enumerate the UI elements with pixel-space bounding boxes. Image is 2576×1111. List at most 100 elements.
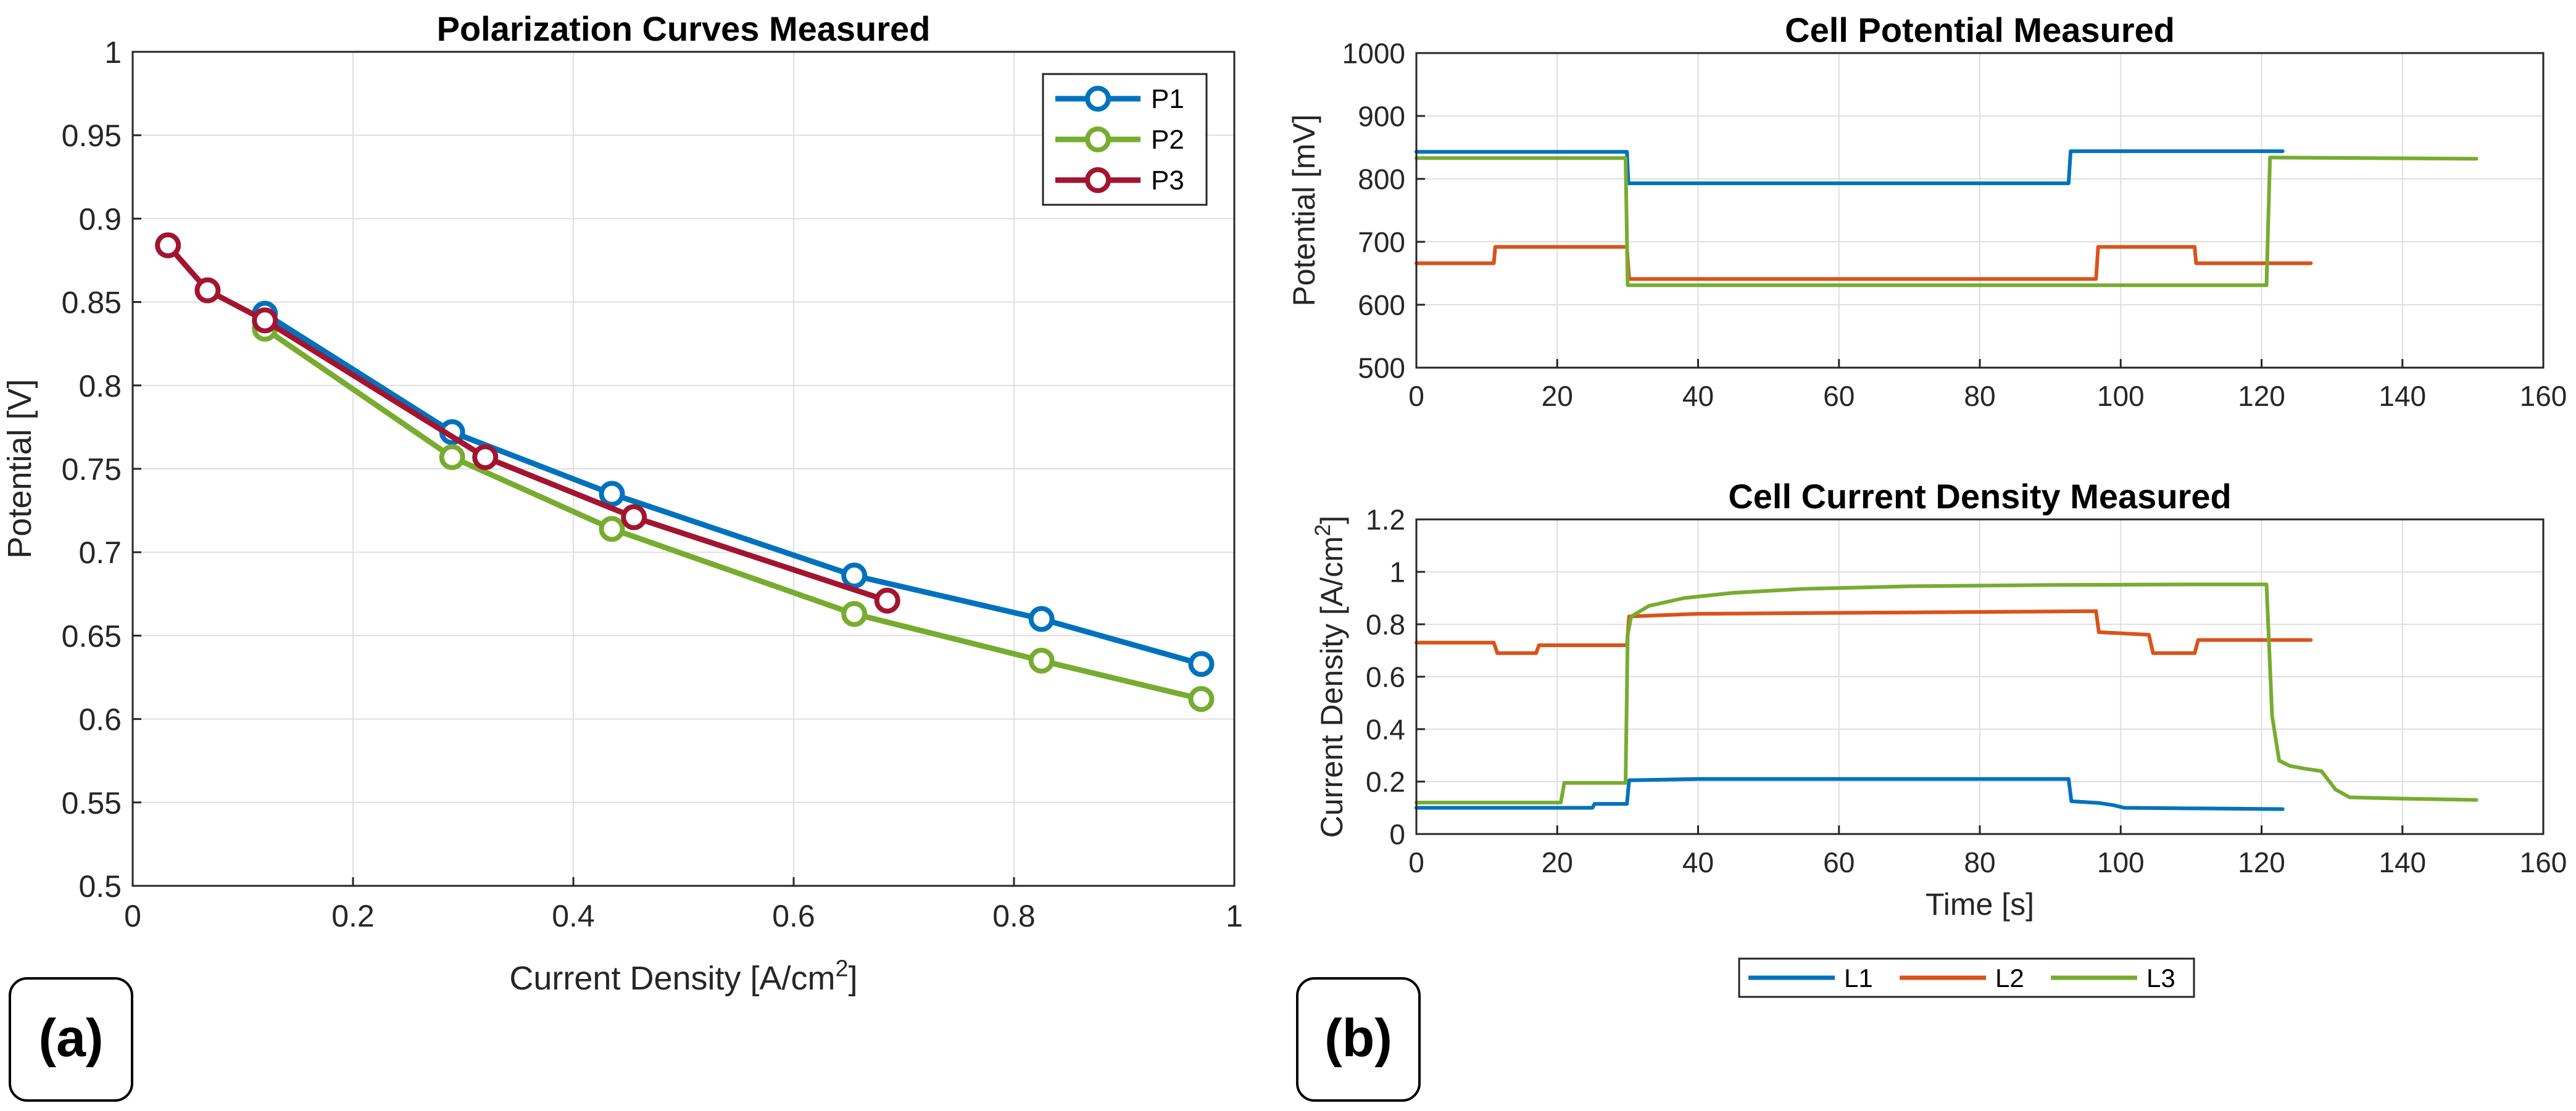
panel-label-b: (b) [1324,1009,1392,1068]
data-point-p3 [155,232,181,258]
x-tick-label: 100 [2097,380,2145,412]
axes-box [131,51,1236,887]
data-point-p3 [472,444,499,471]
legend-label-p3: P3 [1151,165,1184,196]
data-point-p1 [599,481,625,507]
legend-l-series: L1 L2 L3 [1738,957,2195,998]
legend-marker-p2 [1085,126,1111,152]
legend-label-l2: L2 [1995,964,2024,993]
x-tick-label: 1 [1226,899,1243,933]
chart-cell-current-density: 0 20 40 60 80 100 120 140 160 0 0.2 0.4 0.6 0.8 1 1.2 Ce… [1311,477,2567,922]
x-axis-label-suffix: ] [849,960,858,997]
x-tick-label: 140 [2379,846,2426,878]
series-line-l1 [1415,149,2285,186]
axes-box [1415,518,2545,835]
legend-label-l3: L3 [2146,964,2175,993]
x-tick-label: 80 [1964,846,1995,878]
y-tick-label: 0.5 [78,869,122,904]
legend-p-series: P1 P2 P3 [1042,73,1208,206]
chart-polarization-curves: 0 0.2 0.4 0.6 0.8 1 0.5 0.55 0.6 0.65 0.7 0.75 0.8 0.… [1,9,1243,997]
chart-title: Cell Potential Measured [1785,10,2175,49]
series-line-p2 [262,326,1204,702]
data-point-p3 [194,277,221,304]
data-point-p2 [841,601,868,627]
legend-marker-p3 [1085,167,1111,193]
series-line-l3 [1415,155,2478,287]
data-point-p2 [1028,647,1055,674]
x-axis-label: Time [s] [1926,887,2034,922]
y-tick-label: 0.6 [78,703,122,737]
y-tick-label: 0.95 [62,118,122,153]
x-tick-label: 140 [2379,380,2426,412]
legend-marker-p1 [1085,86,1111,112]
axes-box [1415,52,2545,369]
legend-label-l1: L1 [1844,964,1873,993]
x-tick-label: 0 [1408,380,1424,412]
data-point-p2 [599,516,625,542]
data-point-p1 [1188,651,1215,677]
x-axis-label: Current Density [A/cm2] [509,956,857,997]
y-tick-label: 1000 [1342,38,1405,70]
panel-label-b-box: (b) [1296,977,1421,1102]
x-tick-label: 0.4 [552,899,595,933]
x-tick-label: 80 [1964,380,1995,412]
y-axis-label-suffix: ] [1315,516,1349,524]
panel-label-a-box: (a) [9,977,133,1102]
chart-title: Polarization Curves Measured [437,9,931,48]
y-tick-label: 0.9 [78,202,122,236]
y-tick-label: 800 [1358,163,1405,196]
x-tick-label: 100 [2097,846,2145,878]
x-tick-label: 160 [2520,380,2567,412]
y-tick-label: 700 [1358,226,1405,258]
y-axis-label-superscript: 2 [1311,524,1335,536]
data-point-p1 [841,563,868,589]
y-tick-label: 1.2 [1366,504,1405,536]
y-axis-label: Potential [V] [1,379,38,558]
x-tick-label: 0.2 [331,899,375,933]
y-tick-label: 0.8 [78,369,122,403]
y-tick-label: 1 [1389,556,1405,589]
chart-title: Cell Current Density Measured [1728,477,2231,516]
legend-label-p2: P2 [1151,125,1184,155]
data-point-p3 [621,504,647,531]
y-tick-label: 0.55 [62,786,122,820]
legend-label-p1: P1 [1151,84,1184,114]
series-line-l2 [1415,609,2313,655]
x-tick-label: 160 [2520,846,2567,878]
y-tick-label: 0.85 [62,286,122,320]
y-tick-label: 600 [1358,289,1405,321]
y-tick-label: 0.8 [1366,609,1405,641]
y-tick-label: 0.4 [1366,714,1405,746]
y-tick-label: 0.65 [62,619,122,653]
y-axis-label: Potential [mV] [1287,114,1321,306]
x-tick-label: 0 [124,899,141,933]
series-line-l2 [1415,245,2313,281]
x-tick-label: 60 [1823,846,1855,878]
data-point-p3 [874,587,900,614]
data-point-p1 [1028,606,1055,632]
x-tick-label: 60 [1823,380,1855,412]
x-tick-label: 0.8 [992,899,1036,933]
data-point-p3 [252,307,278,334]
y-tick-label: 0.7 [78,535,122,570]
series-line-p1 [262,311,1204,667]
chart-cell-potential: 0 20 40 60 80 100 120 140 160 500 600 700 800 900 1000… [1287,10,2567,412]
y-tick-label: 0.75 [62,452,122,487]
x-tick-label: 120 [2238,380,2285,412]
y-tick-label: 1 [104,35,122,70]
x-tick-label: 0.6 [772,899,815,933]
series-line-l1 [1415,777,2285,811]
y-tick-label: 500 [1358,352,1405,384]
data-point-p2 [439,444,465,471]
x-tick-label: 40 [1682,380,1714,412]
y-tick-label: 0 [1389,819,1405,851]
panel-label-a: (a) [38,1009,103,1068]
y-tick-label: 900 [1358,101,1405,133]
data-point-p2 [1188,686,1215,712]
y-axis-label: Current Density [A/cm2] [1311,516,1349,838]
y-tick-label: 0.2 [1366,766,1405,798]
x-tick-label: 20 [1542,380,1573,412]
x-tick-label: 40 [1682,846,1714,878]
x-tick-label: 20 [1542,846,1573,878]
